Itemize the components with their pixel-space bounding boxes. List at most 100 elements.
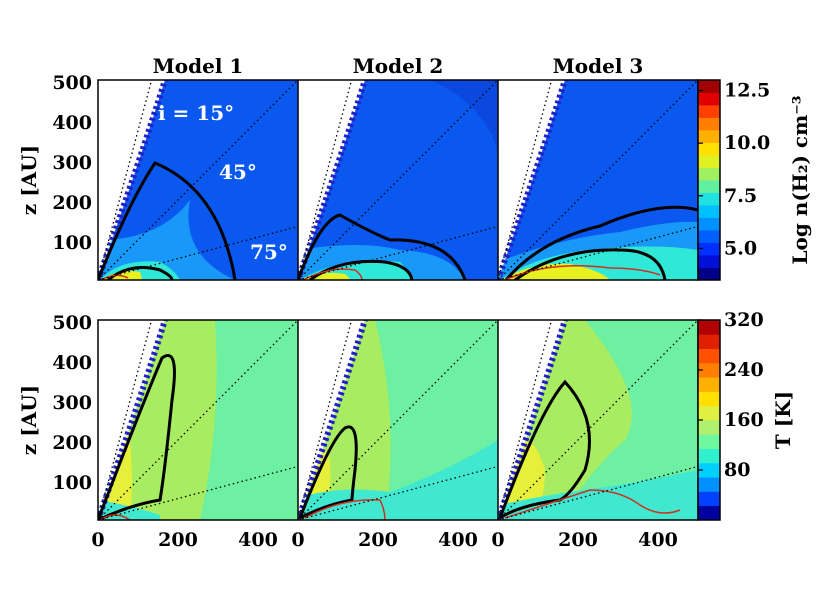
inclination-75-line (498, 225, 698, 280)
y-tick-label: 100 (52, 472, 92, 494)
model-1-title: Model 1 (153, 54, 244, 78)
density-colorbar-segment (698, 217, 720, 231)
density-panel-model-2 (298, 80, 498, 280)
density-colorbar-tick-label: 7.5 (724, 185, 757, 207)
inclination-75-line (298, 465, 498, 520)
temperature-panel-model-2 (298, 320, 498, 520)
temperature-colorbar-segment (698, 477, 720, 492)
temperature-contour-main (498, 379, 591, 520)
x-axis: 0 200 400 0 200 400 0 200 400 (91, 529, 677, 551)
inclination-15-label: i = 15° (158, 101, 234, 125)
temperature-contour (302, 268, 363, 280)
inclination-45-label: 45° (219, 160, 257, 184)
density-colorbar-frame (697, 79, 721, 281)
temperature-panel-model-3 (498, 320, 698, 520)
density-colorbar-tick-label: 12.5 (724, 80, 770, 102)
temperature-colorbar-tick-label: 240 (724, 359, 764, 381)
temperature-colorbar (698, 319, 720, 521)
temperature-colorbar-segment (698, 391, 720, 407)
density-contour-inner (514, 248, 667, 280)
density-colorbar-label: Log n(H₂) cm⁻³ (788, 95, 812, 264)
density-colorbar-segment (698, 80, 720, 93)
x-tick-label: 400 (238, 529, 278, 551)
x-tick-label: 0 (91, 529, 104, 551)
density-colorbar-ticks: 5.0 7.5 10.0 12.5 (724, 80, 770, 260)
density-colorbar-segment (698, 180, 720, 193)
density-colorbar-segment (698, 242, 720, 256)
density-contour (504, 205, 698, 280)
temperature-contour (101, 274, 129, 280)
temperature-colorbar-segment (698, 320, 720, 335)
inclination-labels: i = 15° 45° 75° (158, 101, 288, 264)
y-tick-label: 400 (52, 352, 92, 374)
temperature-colorbar-ticks: 80 160 240 320 (724, 309, 764, 481)
density-colorbar-segment (698, 205, 720, 218)
density-colorbar-segment (698, 255, 720, 268)
cavity-wall (298, 320, 368, 520)
temperature-contour-main (98, 354, 176, 520)
inclination-15-line (498, 80, 553, 280)
density-colorbar-segment (698, 167, 720, 181)
y-tick-label: 400 (52, 112, 92, 134)
temperature-panel-model-1 (98, 320, 298, 520)
temperature-contour-main (298, 425, 358, 520)
x-tick-label: 200 (358, 529, 398, 551)
density-panel-model-1 (98, 80, 298, 280)
inclination-15-line (98, 80, 153, 280)
top-y-axis-title: z [AU] (17, 145, 41, 215)
cavity-wall (498, 320, 568, 520)
density-colorbar-segment (698, 230, 720, 243)
temperature-colorbar-segment (698, 405, 720, 421)
x-tick-label: 0 (491, 529, 504, 551)
density-colorbar-segment (698, 92, 720, 106)
bottom-y-axis-title: z [AU] (17, 385, 41, 455)
density-colorbar-segment (698, 142, 720, 156)
temperature-colorbar-label: T [K] (771, 391, 795, 449)
temperature-colorbar-segment (698, 348, 720, 364)
temperature-band-cool (498, 470, 698, 520)
density-band-mid (98, 200, 235, 280)
cavity-wall (298, 80, 368, 280)
density-colorbar-segment (698, 192, 720, 206)
density-colorbar-tick-label: 10.0 (724, 132, 770, 154)
temperature-colorbar-tick-label: 160 (724, 409, 764, 431)
temperature-colorbar-tick-label: 80 (724, 459, 750, 481)
inclination-15-line (298, 80, 353, 280)
x-tick-label: 400 (638, 529, 678, 551)
y-tick-label: 100 (52, 232, 92, 254)
bottom-y-axis: 100 200 300 400 500 (52, 312, 92, 494)
y-tick-label: 300 (52, 152, 92, 174)
x-tick-label: 0 (291, 529, 304, 551)
density-colorbar-tick-label: 5.0 (724, 237, 757, 259)
y-tick-label: 500 (52, 312, 92, 334)
density-colorbar (698, 80, 720, 281)
model-3-title: Model 3 (553, 54, 644, 78)
density-panel-model-3 (498, 80, 698, 280)
cavity-wall (498, 80, 568, 280)
density-colorbar-segment (698, 155, 720, 168)
density-contour-inner (309, 259, 414, 280)
temperature-contour-red (304, 499, 386, 520)
y-tick-label: 500 (52, 72, 92, 94)
inclination-15-line (98, 320, 153, 520)
density-colorbar-segment (698, 117, 720, 131)
y-tick-label: 200 (52, 432, 92, 454)
y-tick-label: 300 (52, 392, 92, 414)
density-colorbar-segment (698, 267, 720, 281)
temperature-colorbar-segment (698, 491, 720, 507)
temperature-colorbar-segment (698, 377, 720, 392)
density-contour (98, 161, 237, 280)
inclination-75-line (98, 225, 298, 280)
temperature-contour-red (504, 489, 681, 519)
x-tick-label: 400 (438, 529, 478, 551)
density-contour-inner (107, 266, 174, 280)
x-tick-label: 200 (158, 529, 198, 551)
density-contour (298, 213, 467, 280)
density-band-low (298, 80, 498, 150)
model-2-title: Model 2 (353, 54, 444, 78)
temperature-colorbar-frame (697, 319, 721, 521)
inclination-75-line (298, 225, 498, 280)
inclination-75-line (498, 465, 698, 520)
model-titles: Model 1 Model 2 Model 3 (153, 54, 644, 78)
